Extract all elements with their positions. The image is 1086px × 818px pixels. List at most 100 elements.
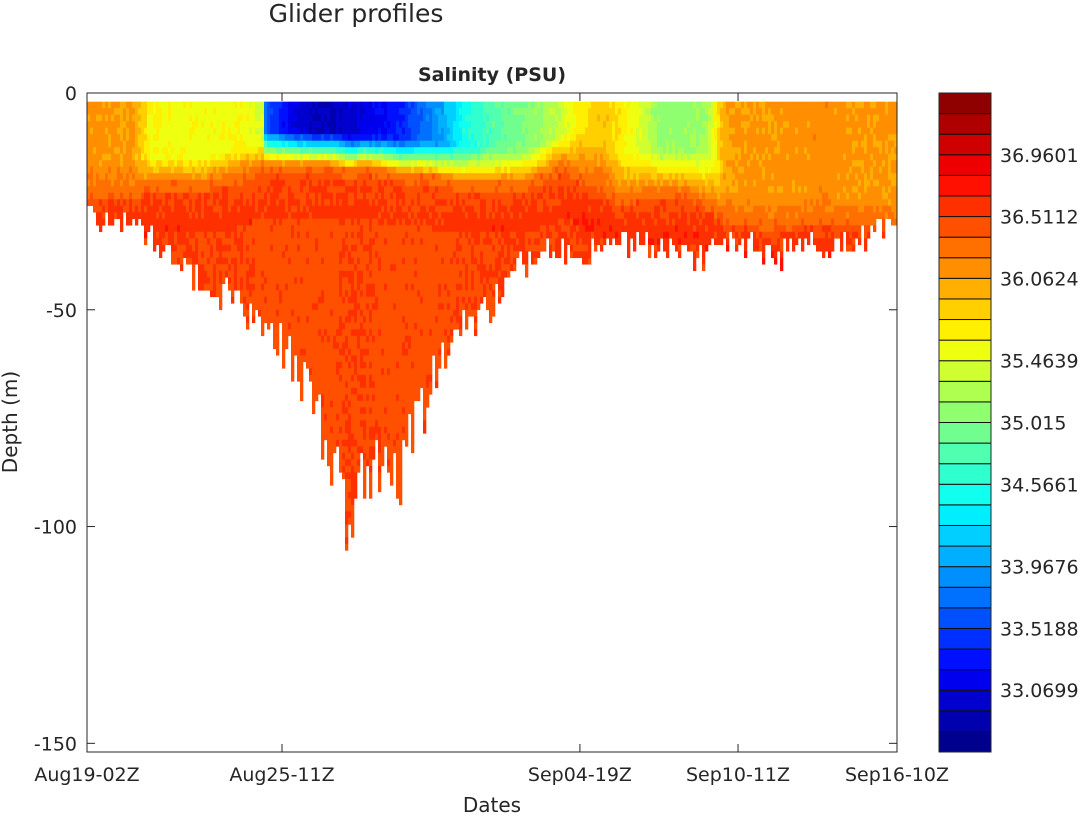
salinity-cell <box>153 108 157 115</box>
salinity-cell <box>414 147 418 155</box>
salinity-cell <box>183 238 187 246</box>
salinity-cell <box>237 147 241 155</box>
salinity-cell <box>210 238 214 246</box>
salinity-cell <box>333 322 337 330</box>
salinity-cell <box>315 251 319 259</box>
salinity-cell <box>375 413 379 421</box>
salinity-cell <box>183 114 187 122</box>
salinity-cell <box>390 478 394 486</box>
salinity-cell <box>132 205 136 213</box>
salinity-cell <box>285 121 289 128</box>
salinity-cell <box>393 407 397 415</box>
salinity-cell <box>144 205 148 213</box>
salinity-cell <box>246 244 250 252</box>
salinity-cell <box>417 394 421 402</box>
salinity-cell <box>174 173 178 181</box>
profile-column <box>378 101 382 493</box>
salinity-cell <box>396 290 400 298</box>
salinity-cell <box>309 153 313 161</box>
salinity-cell <box>402 407 406 415</box>
salinity-cell <box>186 108 190 115</box>
salinity-cell <box>336 186 340 194</box>
salinity-cell <box>327 329 331 337</box>
salinity-cell <box>294 205 298 213</box>
salinity-cell <box>387 426 391 434</box>
salinity-cell <box>465 251 469 259</box>
salinity-cell <box>240 277 244 285</box>
salinity-cell <box>441 101 445 109</box>
salinity-cell <box>363 192 367 200</box>
salinity-cell <box>267 270 271 278</box>
salinity-cell <box>450 127 454 135</box>
salinity-cell <box>348 147 352 155</box>
salinity-cell <box>255 101 259 109</box>
salinity-cell <box>351 114 355 122</box>
salinity-cell <box>372 127 376 135</box>
salinity-cell <box>174 192 178 200</box>
salinity-cell <box>369 485 373 493</box>
salinity-cell <box>246 205 250 213</box>
salinity-cell <box>270 277 274 285</box>
salinity-cell <box>324 309 328 317</box>
salinity-cell <box>324 342 328 350</box>
salinity-cell <box>102 166 106 174</box>
salinity-cell <box>381 218 385 226</box>
salinity-cell <box>372 355 376 363</box>
salinity-cell <box>261 309 265 317</box>
salinity-cell <box>411 368 415 376</box>
salinity-cell <box>399 244 403 252</box>
salinity-cell <box>360 283 364 291</box>
salinity-cell <box>120 173 124 181</box>
salinity-cell <box>261 114 265 122</box>
salinity-cell <box>474 225 478 233</box>
salinity-cell <box>459 303 463 311</box>
salinity-cell <box>351 192 355 200</box>
salinity-cell <box>324 322 328 330</box>
salinity-cell <box>243 108 247 115</box>
salinity-cell <box>243 277 247 285</box>
salinity-cell <box>288 303 292 311</box>
salinity-cell <box>246 225 250 233</box>
salinity-cell <box>384 303 388 311</box>
salinity-cell <box>387 394 391 402</box>
salinity-cell <box>264 257 268 265</box>
salinity-cell <box>117 121 121 128</box>
salinity-cell <box>393 127 397 135</box>
profile-column <box>423 101 427 434</box>
salinity-cell <box>330 296 334 304</box>
salinity-cell <box>348 290 352 298</box>
salinity-cell <box>210 205 214 213</box>
salinity-cell <box>264 127 268 135</box>
salinity-cell <box>363 342 367 350</box>
salinity-cell <box>360 121 364 128</box>
salinity-cell <box>105 166 109 174</box>
salinity-cell <box>354 140 358 148</box>
salinity-cell <box>444 316 448 324</box>
salinity-cell <box>363 290 367 298</box>
salinity-cell <box>360 309 364 317</box>
salinity-cell <box>324 192 328 200</box>
salinity-cell <box>186 238 190 246</box>
salinity-cell <box>369 355 373 363</box>
salinity-cell <box>297 108 301 115</box>
salinity-cell <box>330 179 334 187</box>
profile-column <box>405 101 409 447</box>
salinity-cell <box>330 478 334 486</box>
salinity-cell <box>330 439 334 447</box>
salinity-cell <box>348 127 352 135</box>
salinity-cell <box>132 101 136 109</box>
salinity-cell <box>294 257 298 265</box>
salinity-cell <box>450 160 454 168</box>
salinity-cell <box>324 264 328 272</box>
salinity-cell <box>231 290 235 298</box>
salinity-cell <box>312 225 316 233</box>
salinity-cell <box>351 121 355 128</box>
salinity-cell <box>327 303 331 311</box>
salinity-cell <box>174 218 178 226</box>
salinity-cell <box>432 134 436 141</box>
salinity-cell <box>372 244 376 252</box>
salinity-cell <box>402 264 406 272</box>
salinity-cell <box>459 147 463 155</box>
salinity-cell <box>273 192 277 200</box>
salinity-cell <box>255 225 259 233</box>
